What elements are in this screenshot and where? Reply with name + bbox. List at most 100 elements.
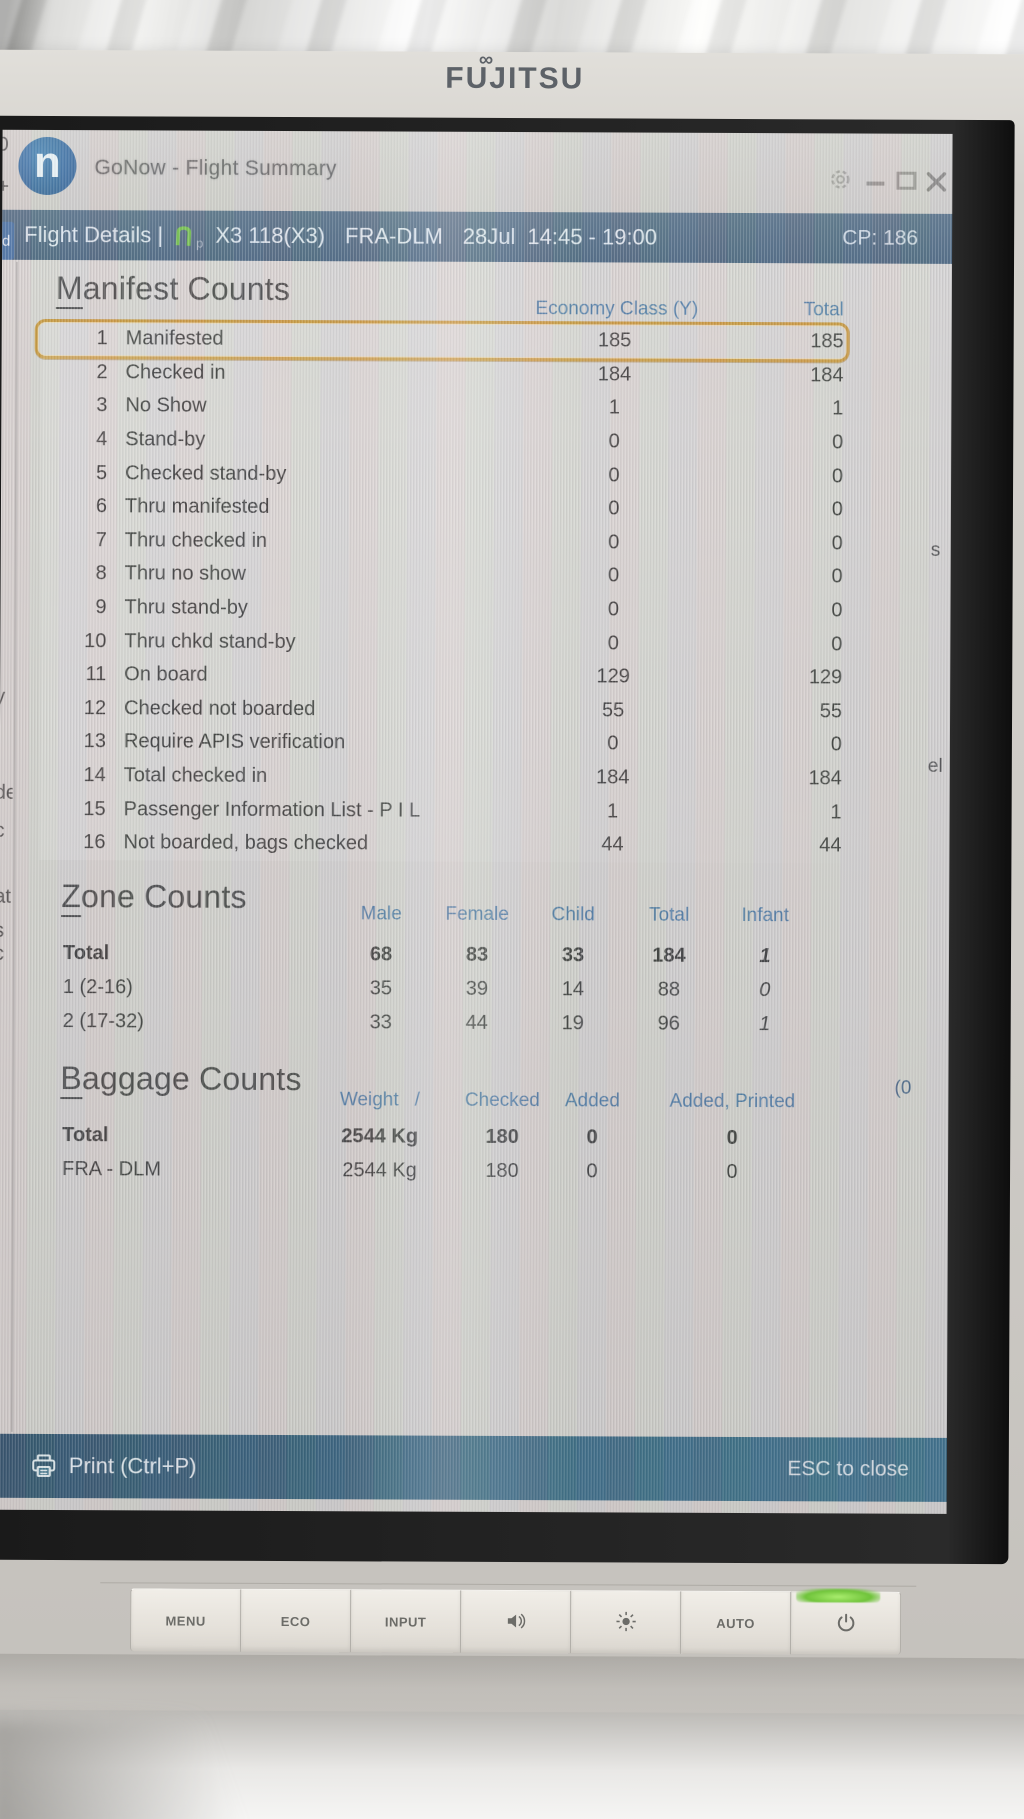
manifest-row[interactable]: 10 Thru chkd stand-by 0 0 (40, 624, 843, 662)
brand-text: FUJITSU (445, 61, 585, 96)
print-label: Print (Ctrl+P) (68, 1453, 197, 1479)
monitor-button-eco[interactable]: ECO (240, 1588, 352, 1653)
zone-row: 1 (2-16) 35 39 14 88 0 (63, 970, 813, 1007)
manifest-row[interactable]: 4 Stand-by 0 0 (41, 422, 844, 460)
manifest-economy: 44 (601, 833, 624, 856)
baggage-value: 180 (485, 1125, 519, 1148)
manifest-num: 11 (85, 663, 107, 686)
manifest-economy: 0 (607, 632, 619, 655)
manifest-row[interactable]: 3 No Show 1 1 (41, 389, 844, 427)
manifest-label: Thru stand-by (124, 596, 248, 619)
flight-route: FRA-DLM (344, 223, 443, 249)
manifest-total: 185 (810, 330, 844, 353)
zone-row-label: Total (62, 941, 110, 964)
zone-value: 184 (652, 944, 686, 967)
manifest-row[interactable]: 2 Checked in 184 184 (41, 355, 844, 393)
minimize-button[interactable] (866, 181, 885, 186)
left-edge-text-fragment: de (0, 781, 13, 804)
close-button[interactable] (924, 170, 948, 194)
manifest-economy: 129 (596, 665, 630, 688)
left-edge-text-fragment: y (0, 685, 6, 708)
fujitsu-infinity-icon: ∞ (478, 48, 494, 71)
zone-value: 35 (369, 976, 393, 999)
right-edge-text-fragment: s (930, 539, 941, 561)
economy-class-column-header: Economy Class (Y) (535, 298, 699, 320)
baggage-value: 0 (586, 1125, 598, 1148)
manifest-label: Manifested (125, 327, 224, 351)
zone-value: 19 (561, 1011, 584, 1034)
manifest-row[interactable]: 6 Thru manifested 0 0 (40, 489, 844, 528)
baggage-value: 2544 Kg (341, 1124, 419, 1148)
manifest-total: 0 (831, 633, 843, 656)
monitor-button-volume[interactable] (460, 1589, 572, 1654)
manifest-row[interactable]: 5 Checked stand-by 0 0 (41, 456, 844, 494)
flight-details-label: Flight Details | (24, 221, 164, 248)
left-edge-text-fragment: 0 (0, 133, 9, 156)
manifest-num: 15 (83, 797, 106, 820)
right-edge-text-fragment: (0 (894, 1077, 912, 1099)
manifest-counts-title: Manifest Counts (55, 270, 290, 310)
manifest-economy: 0 (608, 430, 620, 453)
manifest-economy: 0 (607, 598, 620, 621)
left-edge-text-fragment: s c (0, 919, 5, 965)
manifest-economy: 0 (607, 732, 619, 755)
manifest-table: 1 Manifested 185 185 2 Checked in 184 184 3 No Sh… (39, 321, 844, 863)
manifest-total: 0 (831, 498, 844, 521)
manifest-num: 13 (83, 730, 106, 753)
monitor-button-brightness[interactable] (570, 1590, 682, 1654)
manifest-row[interactable]: 16 Not boarded, bags checked 44 44 (39, 825, 842, 863)
baggage-row-label: Total (62, 1123, 109, 1146)
power-icon (836, 1612, 856, 1635)
printer-icon (32, 1454, 56, 1477)
manifest-row[interactable]: 1 Manifested 185 185 (41, 321, 844, 360)
window-titlebar: n GoNow - Flight Summary (2, 129, 953, 214)
manifest-row[interactable]: 15 Passenger Information List - P I L 1 1 (39, 792, 842, 830)
baggage-table-header: Weight / Checked Added Added, Printed (62, 1088, 827, 1113)
zone-row: Total 68 83 33 184 1 (63, 936, 813, 973)
monitor-button-label: INPUT (384, 1613, 427, 1630)
zone-value: 39 (465, 977, 489, 1000)
gear-icon[interactable] (828, 167, 852, 191)
maximize-button[interactable] (896, 171, 917, 190)
total-column-header: Total (803, 299, 844, 321)
manifest-num: 3 (96, 394, 108, 417)
manifest-row[interactable]: 12 Checked not boarded 55 55 (40, 691, 843, 729)
left-edge-text-fragment: at (0, 885, 11, 908)
print-button[interactable]: Print (Ctrl+P) (31, 1453, 197, 1480)
zone-value: 83 (465, 943, 489, 966)
manifest-num: 4 (96, 428, 108, 451)
manifest-label: Require APIS verification (123, 730, 346, 754)
manifest-label: Thru no show (124, 562, 246, 586)
zone-value: 33 (561, 943, 585, 966)
manifest-row[interactable]: 11 On board 129 129 (40, 657, 843, 695)
monitor-button-power[interactable] (790, 1588, 902, 1655)
zone-row: 2 (17-32) 33 44 19 96 1 (63, 1004, 813, 1041)
monitor-button-menu[interactable]: MENU (129, 1588, 242, 1652)
manifest-row[interactable]: 9 Thru stand-by 0 0 (40, 590, 843, 628)
monitor-button-input[interactable]: INPUT (350, 1589, 462, 1653)
manifest-row[interactable]: 13 Require APIS verification 0 0 (39, 725, 842, 763)
manifest-num: 5 (95, 461, 108, 484)
logo-suffix: p (196, 235, 204, 251)
manifest-economy: 0 (608, 564, 620, 587)
manifest-total: 55 (819, 700, 843, 723)
manifest-total: 1 (832, 397, 844, 420)
manifest-row[interactable]: 14 Total checked in 184 184 (39, 758, 842, 796)
manifest-label: Checked stand-by (125, 461, 287, 485)
weight-label: Weight (339, 1089, 399, 1111)
manifest-total: 0 (830, 733, 842, 756)
flight-date: 28Jul (462, 223, 516, 250)
manifest-num: 2 (96, 361, 108, 384)
airline-logo-icon (175, 226, 192, 246)
zone-column-header: Infant (741, 905, 789, 927)
manifest-row[interactable]: 8 Thru no show 0 0 (40, 557, 843, 595)
power-led (796, 1588, 881, 1603)
monitor-button-auto[interactable]: AUTO (680, 1590, 792, 1655)
cp-count: CP: 186 (842, 226, 919, 250)
sun-icon (615, 1610, 637, 1635)
manifest-row[interactable]: 7 Thru checked in 0 0 (40, 523, 843, 561)
manifest-economy: 55 (601, 699, 625, 722)
baggage-column-header: Added (564, 1090, 620, 1112)
zone-value: 33 (369, 1010, 392, 1033)
